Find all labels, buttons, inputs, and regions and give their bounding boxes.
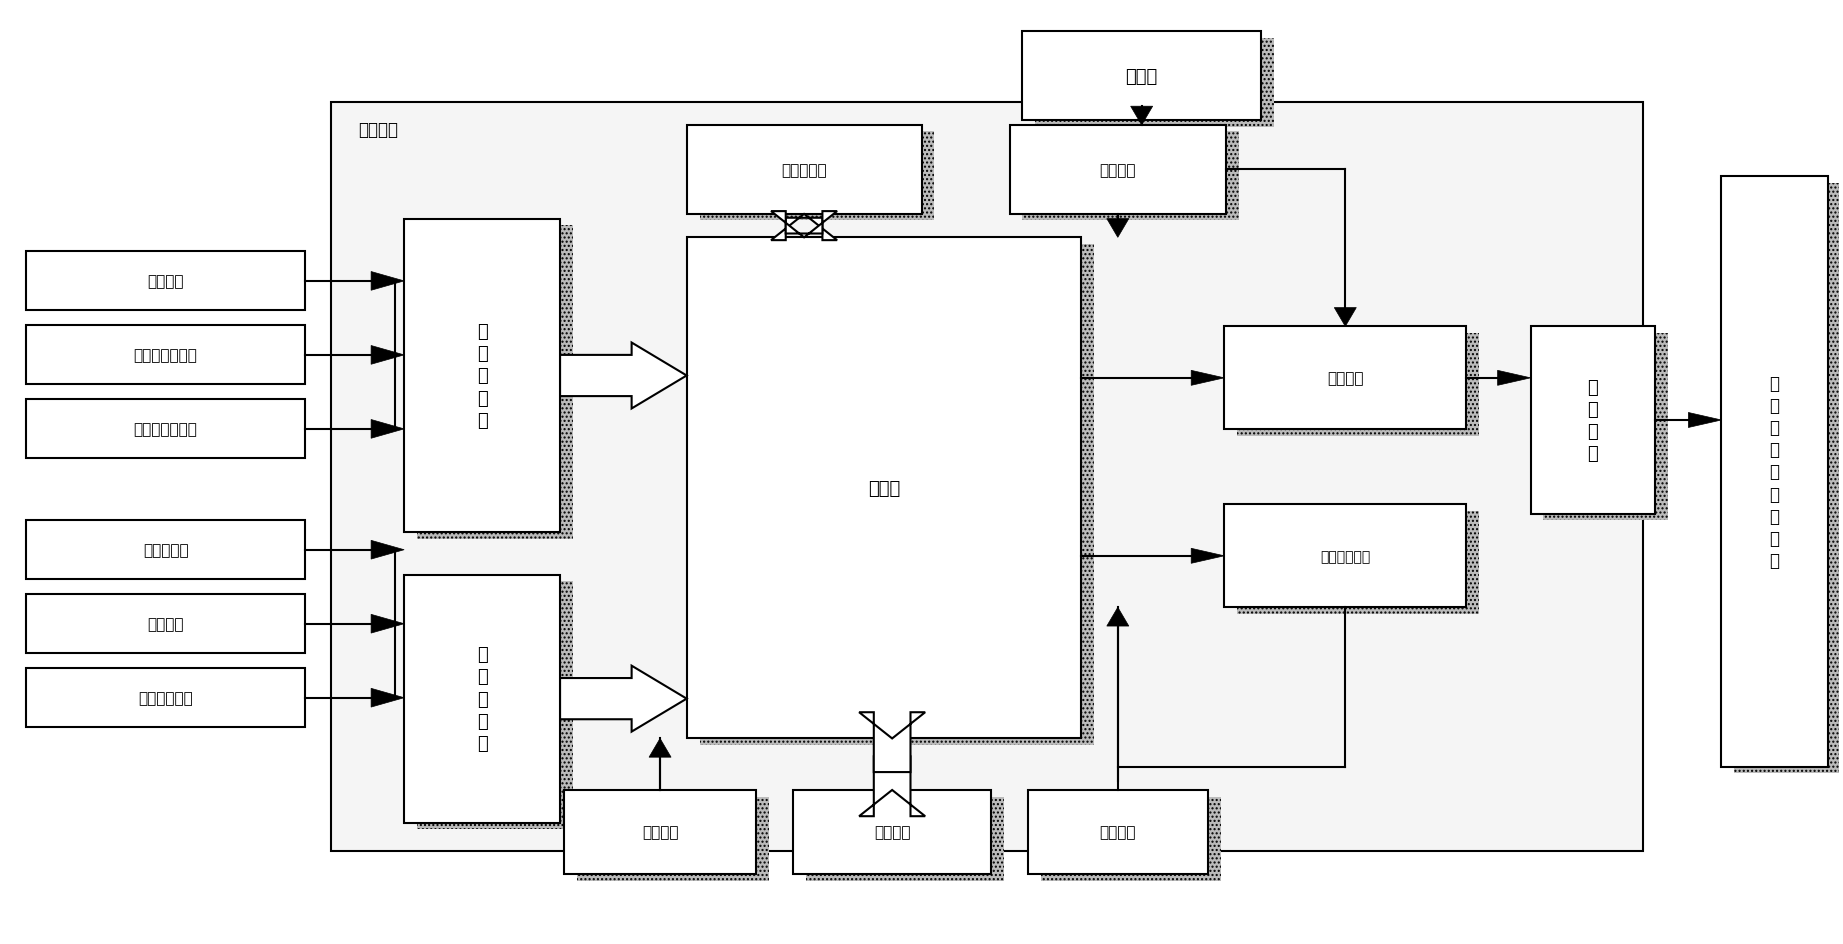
Bar	[687, 126, 922, 214]
Text: 油门位置: 油门位置	[147, 274, 184, 289]
Bar	[1224, 327, 1467, 430]
Bar	[1543, 333, 1668, 521]
Text: 通讯电路: 通讯电路	[874, 825, 910, 840]
Bar	[564, 790, 756, 874]
Polygon shape	[370, 420, 404, 439]
Bar	[577, 797, 769, 881]
Polygon shape	[370, 615, 404, 633]
Bar	[26, 521, 306, 580]
Text: 电控单元: 电控单元	[358, 121, 398, 139]
Text: 故障显示电路: 故障显示电路	[1320, 549, 1371, 564]
Bar	[700, 132, 934, 221]
Bar	[792, 790, 992, 874]
Polygon shape	[1108, 219, 1128, 238]
Bar	[1023, 132, 1238, 221]
Polygon shape	[1498, 371, 1530, 386]
Bar	[330, 102, 1642, 851]
Text: 增压后进气压力: 增压后进气压力	[135, 348, 197, 363]
Polygon shape	[1334, 309, 1356, 327]
Polygon shape	[370, 688, 404, 707]
Text: 存储器扩展: 存储器扩展	[781, 162, 828, 177]
Text: 步
进
电
机: 步 进 电 机	[1587, 379, 1598, 463]
Text: 发动机转速: 发动机转速	[142, 543, 188, 558]
Polygon shape	[770, 211, 837, 238]
Bar	[1237, 512, 1480, 615]
Text: 复位电路: 复位电路	[641, 825, 678, 840]
Text: 驱动电路: 驱动电路	[1327, 371, 1364, 386]
Bar	[26, 252, 306, 312]
Polygon shape	[560, 666, 687, 732]
Bar	[805, 797, 1004, 881]
Polygon shape	[370, 272, 404, 291]
Text: 增压后进气温度: 增压后进气温度	[135, 422, 197, 437]
Polygon shape	[370, 346, 404, 365]
Bar	[404, 575, 560, 823]
Bar	[1023, 32, 1261, 121]
Text: 单片机: 单片机	[868, 480, 899, 497]
Text: 故障诊断开关: 故障诊断开关	[138, 690, 194, 705]
Bar	[417, 226, 573, 539]
Text: 模
拟
量
输
入: 模 拟 量 输 入	[477, 323, 487, 430]
Bar	[1237, 333, 1480, 436]
Polygon shape	[1688, 413, 1721, 428]
Bar	[1734, 184, 1841, 773]
Polygon shape	[370, 541, 404, 560]
Bar	[1721, 177, 1828, 767]
Bar	[1028, 790, 1207, 874]
Bar	[26, 400, 306, 459]
Polygon shape	[649, 738, 671, 757]
Bar	[687, 238, 1082, 738]
Polygon shape	[1191, 548, 1224, 564]
Text: 起动开关: 起动开关	[147, 616, 184, 632]
Polygon shape	[1108, 608, 1128, 627]
Bar	[700, 244, 1095, 745]
Polygon shape	[859, 713, 925, 772]
Bar	[1530, 327, 1655, 514]
Polygon shape	[859, 756, 925, 817]
Polygon shape	[1191, 371, 1224, 386]
Polygon shape	[1130, 107, 1152, 126]
Polygon shape	[560, 344, 687, 409]
Text: 电源电路: 电源电路	[1100, 162, 1135, 177]
Text: 数
字
量
输
入: 数 字 量 输 入	[477, 646, 487, 752]
Bar	[1036, 39, 1274, 127]
Bar	[1041, 797, 1220, 881]
Bar	[26, 595, 306, 653]
Polygon shape	[770, 214, 837, 241]
Text: 蓄电池: 蓄电池	[1126, 68, 1157, 86]
Bar	[1224, 505, 1467, 608]
Text: 时钟电路: 时钟电路	[1100, 825, 1135, 840]
Bar	[1010, 126, 1226, 214]
Bar	[404, 219, 560, 532]
Bar	[417, 582, 573, 830]
Bar	[26, 668, 306, 728]
Text: 可
变
喷
嘴
渦
轮
增
压
器: 可 变 喷 嘴 渦 轮 增 压 器	[1769, 375, 1780, 569]
Bar	[26, 326, 306, 385]
